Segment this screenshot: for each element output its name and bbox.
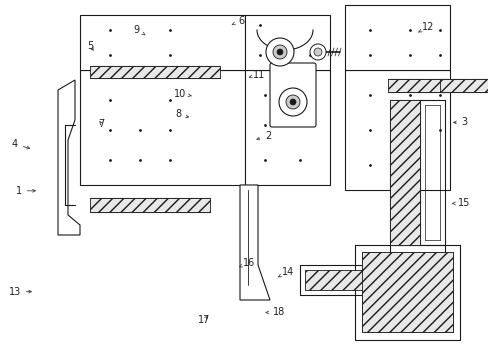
Text: 5: 5 (87, 41, 93, 51)
Text: 13: 13 (8, 287, 31, 297)
Circle shape (309, 44, 325, 60)
Text: 3: 3 (453, 117, 467, 127)
Bar (361, 252, 452, 332)
Bar (305, 270, 384, 290)
Text: 1: 1 (16, 186, 35, 196)
Circle shape (272, 45, 286, 59)
Polygon shape (345, 5, 449, 70)
Bar (90, 66, 220, 78)
Bar (389, 100, 419, 245)
Text: 18: 18 (265, 307, 285, 318)
Polygon shape (244, 15, 329, 70)
Text: 7: 7 (99, 119, 104, 129)
Polygon shape (345, 70, 449, 190)
Text: 17: 17 (198, 315, 210, 325)
Circle shape (289, 99, 295, 105)
Polygon shape (58, 80, 80, 235)
Polygon shape (240, 185, 269, 300)
Text: 16: 16 (239, 258, 255, 268)
Text: 10: 10 (173, 89, 191, 99)
Text: 6: 6 (232, 16, 244, 26)
FancyBboxPatch shape (269, 63, 315, 127)
Text: 4: 4 (12, 139, 30, 149)
Text: 15: 15 (451, 198, 470, 208)
Text: 14: 14 (278, 267, 294, 277)
Circle shape (265, 38, 293, 66)
Text: 2: 2 (256, 131, 270, 141)
Circle shape (279, 88, 306, 116)
Text: 11: 11 (249, 70, 265, 80)
Text: 9: 9 (133, 24, 144, 35)
Circle shape (276, 49, 283, 55)
Polygon shape (244, 70, 329, 185)
Polygon shape (80, 70, 244, 185)
Circle shape (285, 95, 299, 109)
Polygon shape (80, 15, 244, 70)
Text: 8: 8 (175, 109, 188, 120)
Bar (439, 79, 488, 92)
Bar (387, 79, 447, 92)
Circle shape (313, 48, 321, 56)
Bar (90, 198, 209, 212)
Text: 12: 12 (418, 22, 433, 32)
